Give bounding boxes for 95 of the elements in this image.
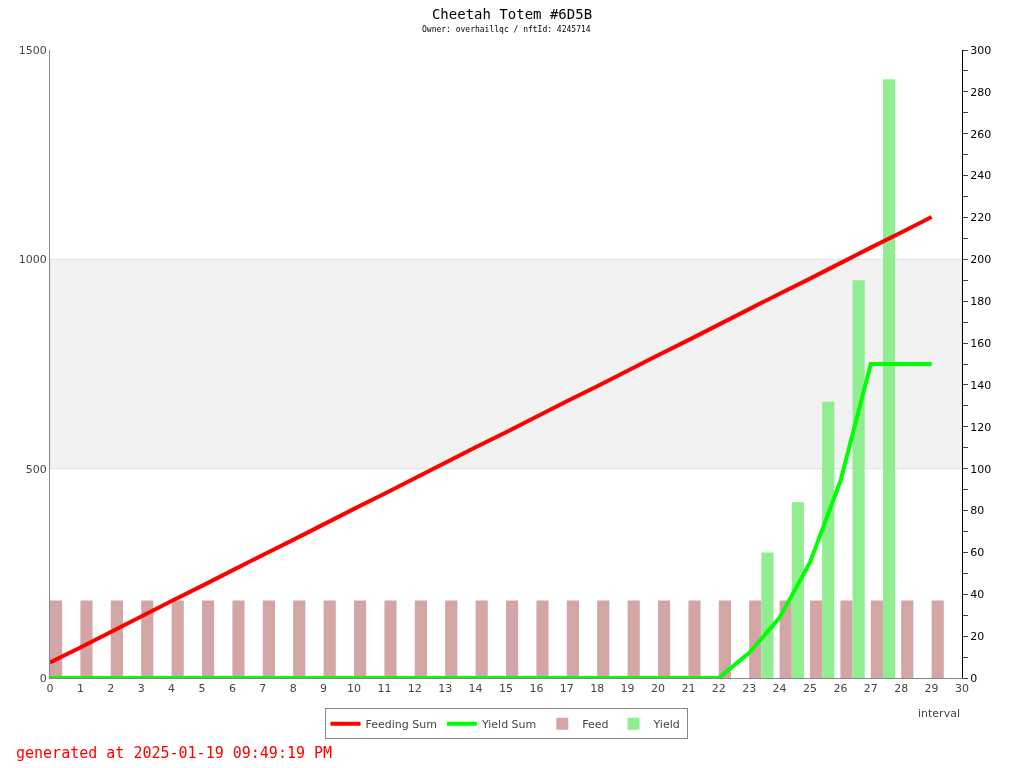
y2-tick-label: 280	[970, 85, 992, 99]
y2-tick-label: 220	[970, 211, 992, 225]
bar	[293, 600, 306, 678]
x-tick-label: 8	[289, 682, 297, 696]
bar	[384, 600, 397, 678]
bar	[171, 600, 184, 678]
bar	[749, 600, 762, 678]
bar	[822, 401, 835, 678]
chart-title: Cheetah Totem #6D5B	[431, 5, 593, 22]
bar	[840, 600, 853, 678]
y2-tick-label: 160	[970, 336, 992, 350]
x-tick-label: 27	[863, 682, 878, 696]
y2-tick-label: 140	[970, 378, 992, 392]
x-tick-label: 22	[711, 682, 726, 696]
bar	[323, 600, 336, 678]
x-tick-label: 3	[137, 682, 145, 696]
legend-label: Feeding Sum	[365, 717, 437, 731]
bar	[901, 600, 914, 678]
y-tick-label: 0	[39, 671, 47, 685]
bar	[475, 600, 488, 678]
y2-tick-label: 300	[970, 43, 992, 57]
legend-label: Feed	[582, 717, 609, 731]
y-tick-label: 1000	[18, 253, 47, 267]
x-tick-label: 18	[590, 682, 605, 696]
x-tick-label: 15	[499, 682, 513, 696]
bar	[141, 600, 154, 678]
bar	[688, 600, 701, 678]
bar	[50, 600, 63, 678]
x-tick-label: 7	[259, 682, 267, 696]
x-tick-label: 6	[228, 682, 236, 696]
bar	[414, 600, 427, 678]
x-tick-label: 23	[742, 682, 757, 696]
bar	[536, 600, 549, 678]
bar	[761, 552, 774, 678]
bar	[80, 600, 93, 678]
x-tick-label: 10	[347, 682, 361, 696]
bar	[202, 600, 215, 678]
bar	[882, 79, 896, 678]
x-tick-label: 20	[651, 682, 665, 696]
x-tick-label: 24	[772, 682, 787, 696]
bar	[658, 600, 671, 678]
x-tick-label: 13	[438, 682, 453, 696]
x-tick-label: 19	[620, 682, 635, 696]
legend-label: Yield	[652, 717, 680, 731]
x-tick-label: 26	[833, 682, 848, 696]
bar	[779, 600, 792, 678]
x-tick-label: 30	[955, 682, 969, 696]
y2-tick-label: 80	[970, 504, 985, 518]
y2-tick-label: 260	[970, 127, 992, 141]
x-tick-label: 11	[377, 682, 392, 696]
y-tick-label: 1500	[18, 43, 47, 57]
x-tick-label: 17	[559, 682, 574, 696]
y2-tick-label: 20	[970, 629, 985, 643]
bar	[718, 600, 731, 678]
bar	[852, 280, 865, 678]
bar	[566, 600, 579, 678]
bar	[870, 600, 883, 678]
x-tick-label: 21	[681, 682, 696, 696]
x-tick-label: 4	[168, 682, 176, 696]
x-tick-label: 25	[803, 682, 817, 696]
line-series	[50, 362, 934, 678]
y2-tick-label: 40	[970, 588, 985, 602]
y2-tick-label: 120	[970, 420, 992, 434]
x-tick-label: 16	[529, 682, 544, 696]
bar	[810, 600, 823, 678]
y2-tick-label: 240	[970, 169, 992, 183]
y2-tick-label: 100	[970, 462, 992, 476]
bar	[445, 600, 458, 678]
y2-tick-label: 200	[970, 253, 992, 267]
y2-tick-label: 180	[970, 295, 992, 309]
x-tick-label: 2	[107, 682, 115, 696]
y-tick-label: 500	[25, 462, 47, 476]
line-series	[50, 215, 934, 665]
bar	[232, 600, 245, 678]
bar	[506, 600, 519, 678]
chart-subtitle: Owner: overhaillqc / nftId: 4245714	[422, 25, 591, 34]
x-tick-label: 9	[320, 682, 328, 696]
x-tick-label: 29	[924, 682, 939, 696]
bar	[791, 502, 804, 678]
x-tick-label: 1	[76, 682, 84, 696]
x-tick-label: 14	[468, 682, 483, 696]
bar	[597, 600, 610, 678]
legend-label: Yield Sum	[480, 717, 537, 731]
x-tick-label: 28	[894, 682, 909, 696]
x-axis-title: interval	[918, 707, 960, 720]
y2-tick-label: 0	[970, 671, 978, 685]
x-tick-label: 12	[407, 682, 422, 696]
x-tick-label: 5	[198, 682, 206, 696]
bar	[354, 600, 367, 678]
bar	[931, 600, 944, 678]
bar	[110, 600, 123, 678]
bar	[262, 600, 275, 678]
text: generated at 2025-01-19 09:49:19 PM	[16, 744, 333, 762]
bar	[627, 600, 640, 678]
y2-tick-label: 60	[970, 546, 985, 560]
